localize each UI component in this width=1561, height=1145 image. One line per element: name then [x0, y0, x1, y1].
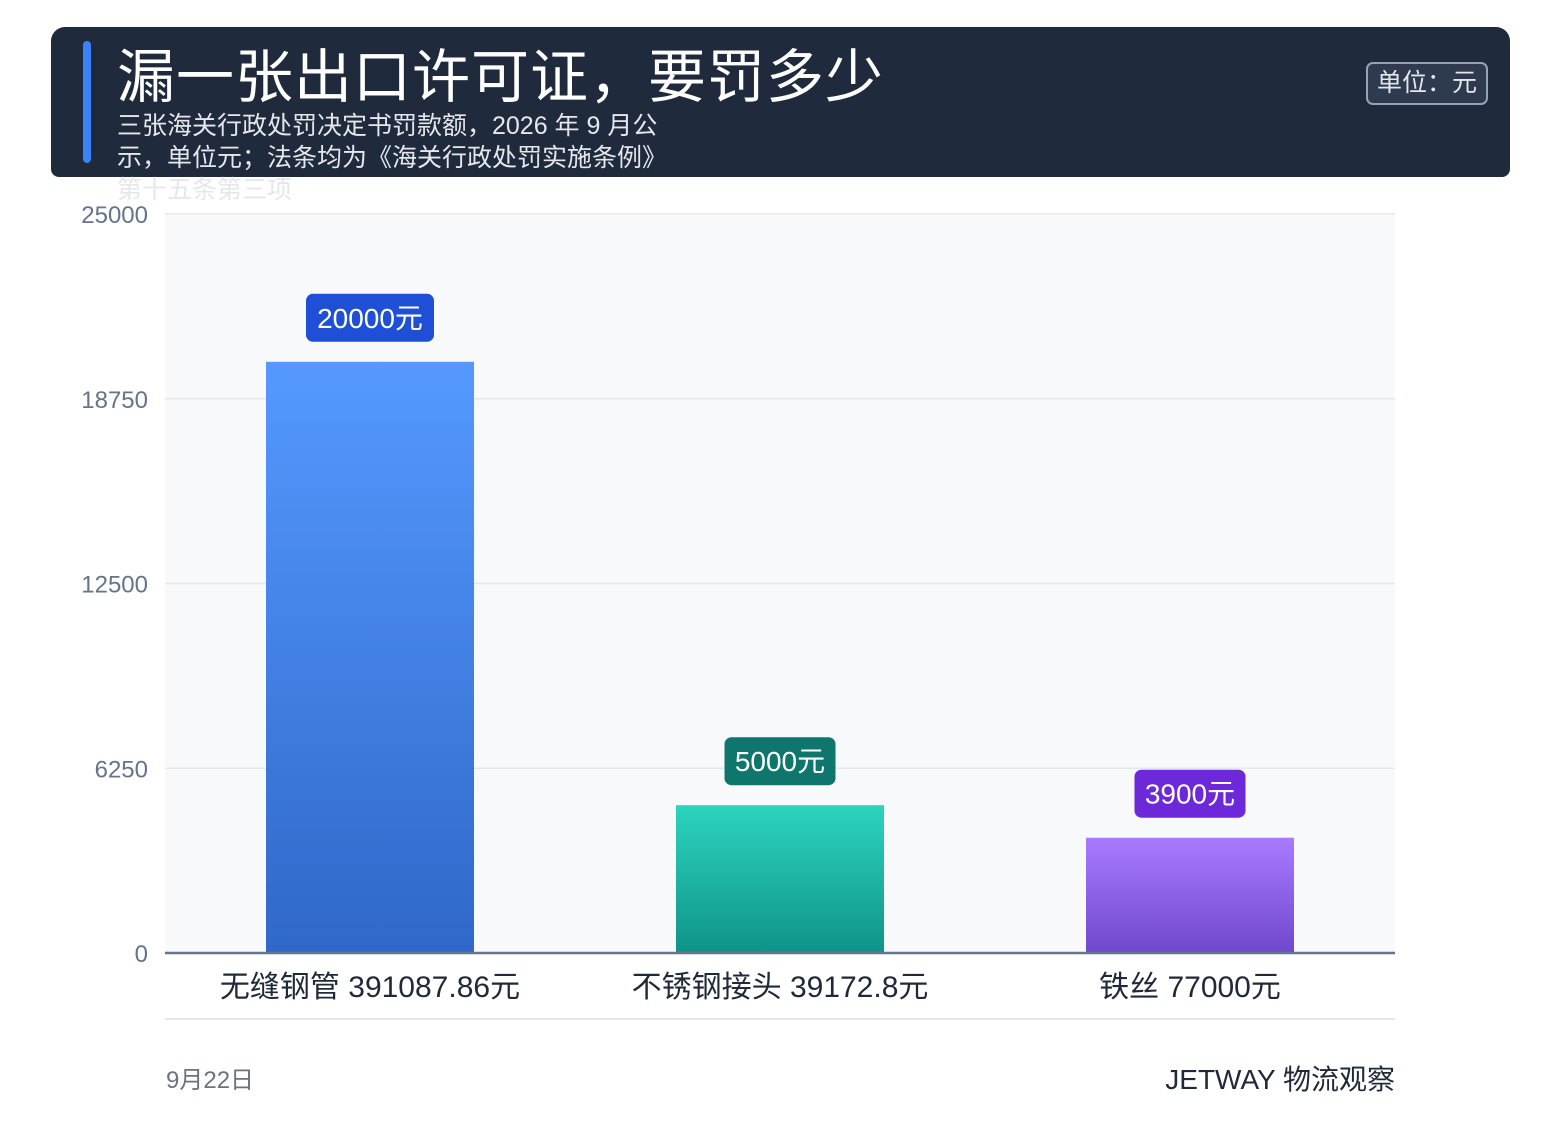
footer-brand: JETWAY 物流观察 [1165, 1064, 1395, 1095]
y-tick-label: 0 [135, 941, 148, 968]
bar [676, 805, 884, 953]
value-label: 3900元 [1145, 779, 1235, 810]
y-tick-label: 6250 [95, 756, 148, 783]
value-label: 20000元 [317, 303, 423, 334]
accent-bar [83, 41, 91, 163]
chart-title: 漏一张出口许可证，要罚多少 [117, 45, 885, 110]
x-tick-label: 无缝钢管 391087.86元 [220, 971, 520, 1004]
value-labels: 20000元 5000元 3900元 [306, 293, 1246, 818]
x-axis-labels: 无缝钢管 391087.86元 不锈钢接头 39172.8元 铁丝 77000元 [220, 971, 1281, 1004]
bar [1086, 837, 1294, 953]
value-label-badge [306, 293, 434, 342]
footer-divider [165, 1018, 1395, 1020]
header-banner: 漏一张出口许可证，要罚多少 三张海关行政处罚决定书罚款额，2026 年 9 月公… [51, 27, 1510, 204]
y-tick-label: 12500 [81, 572, 148, 599]
y-tick-label: 25000 [81, 202, 148, 229]
y-tick-label: 18750 [81, 387, 148, 414]
x-tick-label: 铁丝 77000元 [1099, 971, 1281, 1004]
unit-badge: 单位：元 [1365, 62, 1488, 105]
y-axis-ticks: 0 6250 12500 18750 25000 [81, 202, 148, 968]
value-label-badge [1134, 769, 1246, 818]
value-label: 5000元 [735, 746, 825, 777]
chart-subtitle: 三张海关行政处罚决定书罚款额，2026 年 9 月公示，单位元；法条均为《海关行… [117, 112, 668, 204]
bars [266, 361, 1294, 953]
footer-date: 9月22日 [166, 1067, 255, 1094]
bar [266, 361, 474, 953]
x-tick-label: 不锈钢接头 39172.8元 [632, 971, 929, 1004]
value-label-badge [724, 737, 836, 786]
